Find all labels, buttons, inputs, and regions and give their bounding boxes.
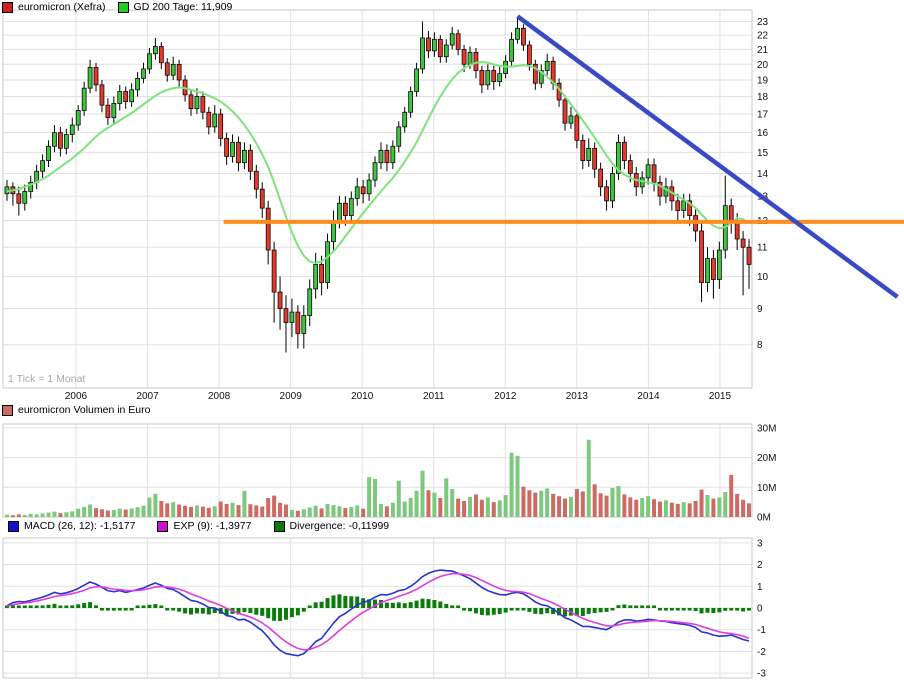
macd-legend: MACD (26, 12): -1,5177 EXP (9): -1,3977 … [8, 520, 389, 532]
svg-text:22: 22 [757, 31, 769, 42]
chart-canvas: 2322212019181716151413121110982006200720… [0, 0, 904, 684]
svg-text:10: 10 [757, 272, 769, 283]
svg-text:2009: 2009 [280, 391, 303, 402]
svg-text:2013: 2013 [566, 391, 589, 402]
svg-text:30M: 30M [757, 423, 776, 434]
price-series-swatch [2, 2, 13, 13]
svg-text:18: 18 [757, 92, 769, 103]
svg-text:-2: -2 [757, 647, 766, 658]
volume-swatch [2, 405, 13, 416]
gd200-swatch [118, 2, 129, 13]
svg-text:10M: 10M [757, 483, 776, 494]
svg-text:2010: 2010 [351, 391, 374, 402]
svg-text:8: 8 [757, 340, 763, 351]
svg-text:2007: 2007 [136, 391, 159, 402]
volume-legend-item: euromicron Volumen in Euro [2, 404, 151, 416]
volume-grid [3, 424, 752, 517]
svg-text:2: 2 [757, 560, 763, 571]
svg-text:-1: -1 [757, 625, 766, 636]
svg-text:0M: 0M [757, 513, 771, 524]
svg-text:2014: 2014 [637, 391, 660, 402]
volume-y-axis-labels: 30M 20M 10M 0M [757, 423, 776, 523]
candles-layer [5, 18, 751, 353]
tick-unit-note: 1 Tick = 1 Monat [8, 373, 85, 385]
svg-text:15: 15 [757, 148, 769, 159]
svg-text:19: 19 [757, 76, 769, 87]
divergence-swatch [274, 521, 285, 532]
volume-label: euromicron Volumen in Euro [18, 404, 151, 416]
macd-line [7, 570, 749, 656]
gd200-label: GD 200 Tage: 11,909 [134, 1, 233, 13]
exp-signal-line [7, 574, 749, 650]
svg-text:1: 1 [757, 582, 763, 593]
volume-legend: euromicron Volumen in Euro [2, 404, 151, 416]
svg-text:2011: 2011 [423, 391, 445, 402]
macd-y-axis-labels: 3 2 1 0 -1 -2 -3 [757, 538, 766, 679]
volume-bars-layer [5, 440, 751, 517]
price-grid [3, 10, 752, 388]
svg-text:21: 21 [757, 45, 769, 56]
gd200-legend-item: GD 200 Tage: 11,909 [118, 1, 233, 13]
price-series-legend-item: euromicron (Xefra) [2, 1, 106, 13]
svg-text:23: 23 [757, 17, 769, 28]
macd-legend-item: MACD (26, 12): -1,5177 [8, 520, 135, 532]
svg-text:16: 16 [757, 128, 769, 139]
svg-text:9: 9 [757, 304, 763, 315]
svg-text:2006: 2006 [65, 391, 88, 402]
svg-text:2015: 2015 [709, 391, 732, 402]
price-y-axis-labels: 232221201918171615141312111098 [757, 17, 769, 351]
chart-stage: 2322212019181716151413121110982006200720… [0, 0, 904, 684]
svg-text:2012: 2012 [494, 391, 517, 402]
svg-text:20: 20 [757, 60, 769, 71]
price-legend: euromicron (Xefra) GD 200 Tage: 11,909 [2, 1, 232, 13]
price-series-label: euromicron (Xefra) [18, 1, 106, 13]
svg-text:2008: 2008 [208, 391, 231, 402]
svg-text:0: 0 [757, 604, 763, 615]
svg-text:3: 3 [757, 538, 763, 549]
svg-text:17: 17 [757, 110, 769, 121]
svg-text:-3: -3 [757, 669, 766, 680]
exp-legend-item: EXP (9): -1,3977 [157, 520, 251, 532]
svg-text:20M: 20M [757, 453, 776, 464]
divergence-legend-item: Divergence: -0,11999 [274, 520, 390, 532]
macd-label: MACD (26, 12): -1,5177 [24, 520, 135, 532]
exp-label: EXP (9): -1,3977 [173, 520, 251, 532]
svg-text:11: 11 [757, 243, 768, 254]
macd-swatch [8, 521, 19, 532]
exp-swatch [157, 521, 168, 532]
price-x-axis-labels: 2006 2007 2008 2009 2010 2011 2012 2013 2014 2015 [65, 391, 732, 402]
divergence-label: Divergence: -0,11999 [290, 520, 390, 532]
svg-text:14: 14 [757, 169, 769, 180]
